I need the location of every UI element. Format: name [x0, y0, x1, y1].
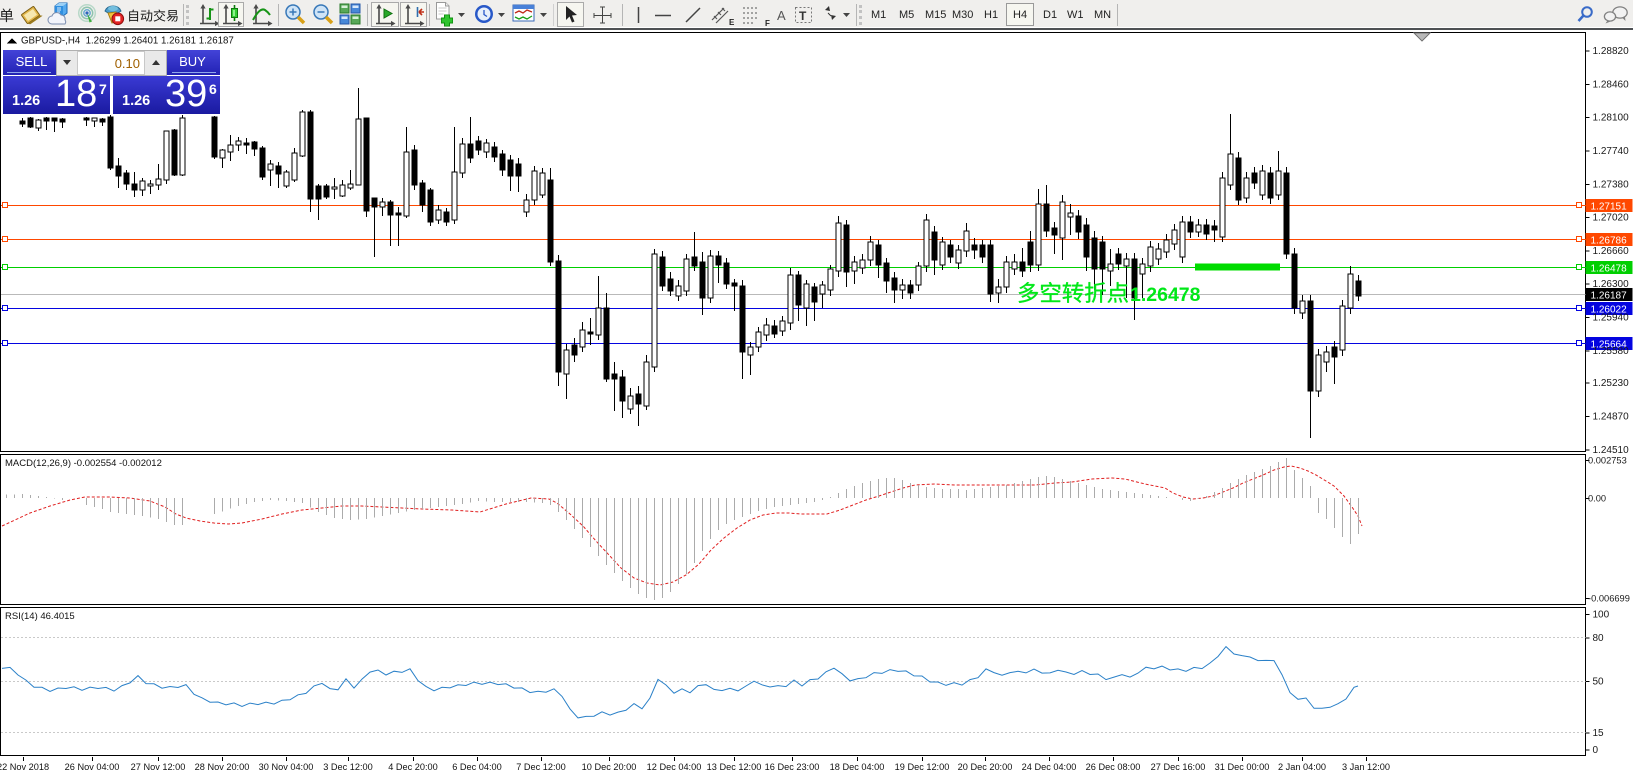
svg-text:1.26187: 1.26187	[1591, 291, 1628, 302]
svg-text:1.26660: 1.26660	[1593, 246, 1630, 257]
svg-text:27 Nov 12:00: 27 Nov 12:00	[131, 762, 186, 772]
svg-text:19 Dec 12:00: 19 Dec 12:00	[895, 762, 950, 772]
svg-text:26 Dec 08:00: 26 Dec 08:00	[1086, 762, 1141, 772]
svg-text:2 Jan 04:00: 2 Jan 04:00	[1278, 762, 1326, 772]
svg-text:1.26300: 1.26300	[1593, 279, 1630, 290]
svg-text:22 Nov 2018: 22 Nov 2018	[0, 762, 49, 772]
svg-text:24 Dec 04:00: 24 Dec 04:00	[1022, 762, 1077, 772]
svg-text:1.25664: 1.25664	[1591, 340, 1628, 351]
svg-text:12 Dec 04:00: 12 Dec 04:00	[647, 762, 702, 772]
svg-text:1.27380: 1.27380	[1593, 179, 1630, 190]
svg-text:15: 15	[1593, 728, 1605, 739]
svg-text:0.002753: 0.002753	[1588, 456, 1627, 466]
svg-text:13 Dec 12:00: 13 Dec 12:00	[707, 762, 762, 772]
svg-text:1.24510: 1.24510	[1593, 445, 1630, 456]
svg-text:1.28100: 1.28100	[1593, 113, 1630, 124]
svg-text:1.26478: 1.26478	[1591, 264, 1628, 275]
svg-text:4 Dec 20:00: 4 Dec 20:00	[388, 762, 438, 772]
svg-text:1.27020: 1.27020	[1593, 213, 1630, 224]
svg-text:-0.006699: -0.006699	[1588, 594, 1630, 604]
svg-text:1.25230: 1.25230	[1593, 378, 1630, 389]
svg-text:80: 80	[1593, 633, 1605, 644]
svg-text:3 Dec 12:00: 3 Dec 12:00	[323, 762, 373, 772]
svg-text:18 Dec 04:00: 18 Dec 04:00	[830, 762, 885, 772]
svg-text:27 Dec 16:00: 27 Dec 16:00	[1151, 762, 1206, 772]
svg-text:0.00: 0.00	[1588, 494, 1606, 504]
svg-text:F: F	[765, 19, 770, 28]
svg-text:1.25580: 1.25580	[1593, 346, 1630, 357]
svg-text:31 Dec 00:00: 31 Dec 00:00	[1215, 762, 1270, 772]
svg-text:A: A	[777, 8, 786, 23]
svg-text:7 Dec 12:00: 7 Dec 12:00	[516, 762, 566, 772]
svg-text:50: 50	[1593, 677, 1605, 688]
svg-text:1.26478: 1.26478	[1130, 284, 1201, 306]
svg-text:RSI(14) 46.4015: RSI(14) 46.4015	[5, 611, 75, 622]
svg-text:1.24870: 1.24870	[1593, 412, 1630, 423]
svg-text:16 Dec 23:00: 16 Dec 23:00	[765, 762, 820, 772]
svg-text:1.28820: 1.28820	[1593, 46, 1630, 57]
svg-text:26 Nov 04:00: 26 Nov 04:00	[65, 762, 120, 772]
svg-text:1.27740: 1.27740	[1593, 146, 1630, 157]
svg-text:100: 100	[1593, 610, 1610, 621]
svg-text:30 Nov 04:00: 30 Nov 04:00	[259, 762, 314, 772]
svg-text:0: 0	[1593, 745, 1599, 756]
svg-text:GBPUSD-,H4 1.26299 1.26401 1.: GBPUSD-,H4 1.26299 1.26401 1.26181 1.261…	[21, 36, 234, 47]
svg-text:10 Dec 20:00: 10 Dec 20:00	[582, 762, 637, 772]
svg-text:6 Dec 04:00: 6 Dec 04:00	[452, 762, 502, 772]
svg-text:E: E	[729, 18, 735, 27]
svg-text:1.26022: 1.26022	[1591, 305, 1628, 316]
svg-text:1.25940: 1.25940	[1593, 313, 1630, 324]
svg-text:1.27151: 1.27151	[1591, 202, 1628, 213]
svg-text:MACD(12,26,9) -0.002554 -0.002: MACD(12,26,9) -0.002554 -0.002012	[5, 458, 162, 469]
svg-text:1.28460: 1.28460	[1593, 79, 1630, 90]
svg-text:1.26786: 1.26786	[1591, 236, 1628, 247]
svg-text:3 Jan 12:00: 3 Jan 12:00	[1342, 762, 1390, 772]
svg-text:20 Dec 20:00: 20 Dec 20:00	[958, 762, 1013, 772]
svg-text:T: T	[799, 9, 807, 23]
svg-text:28 Nov 20:00: 28 Nov 20:00	[195, 762, 250, 772]
